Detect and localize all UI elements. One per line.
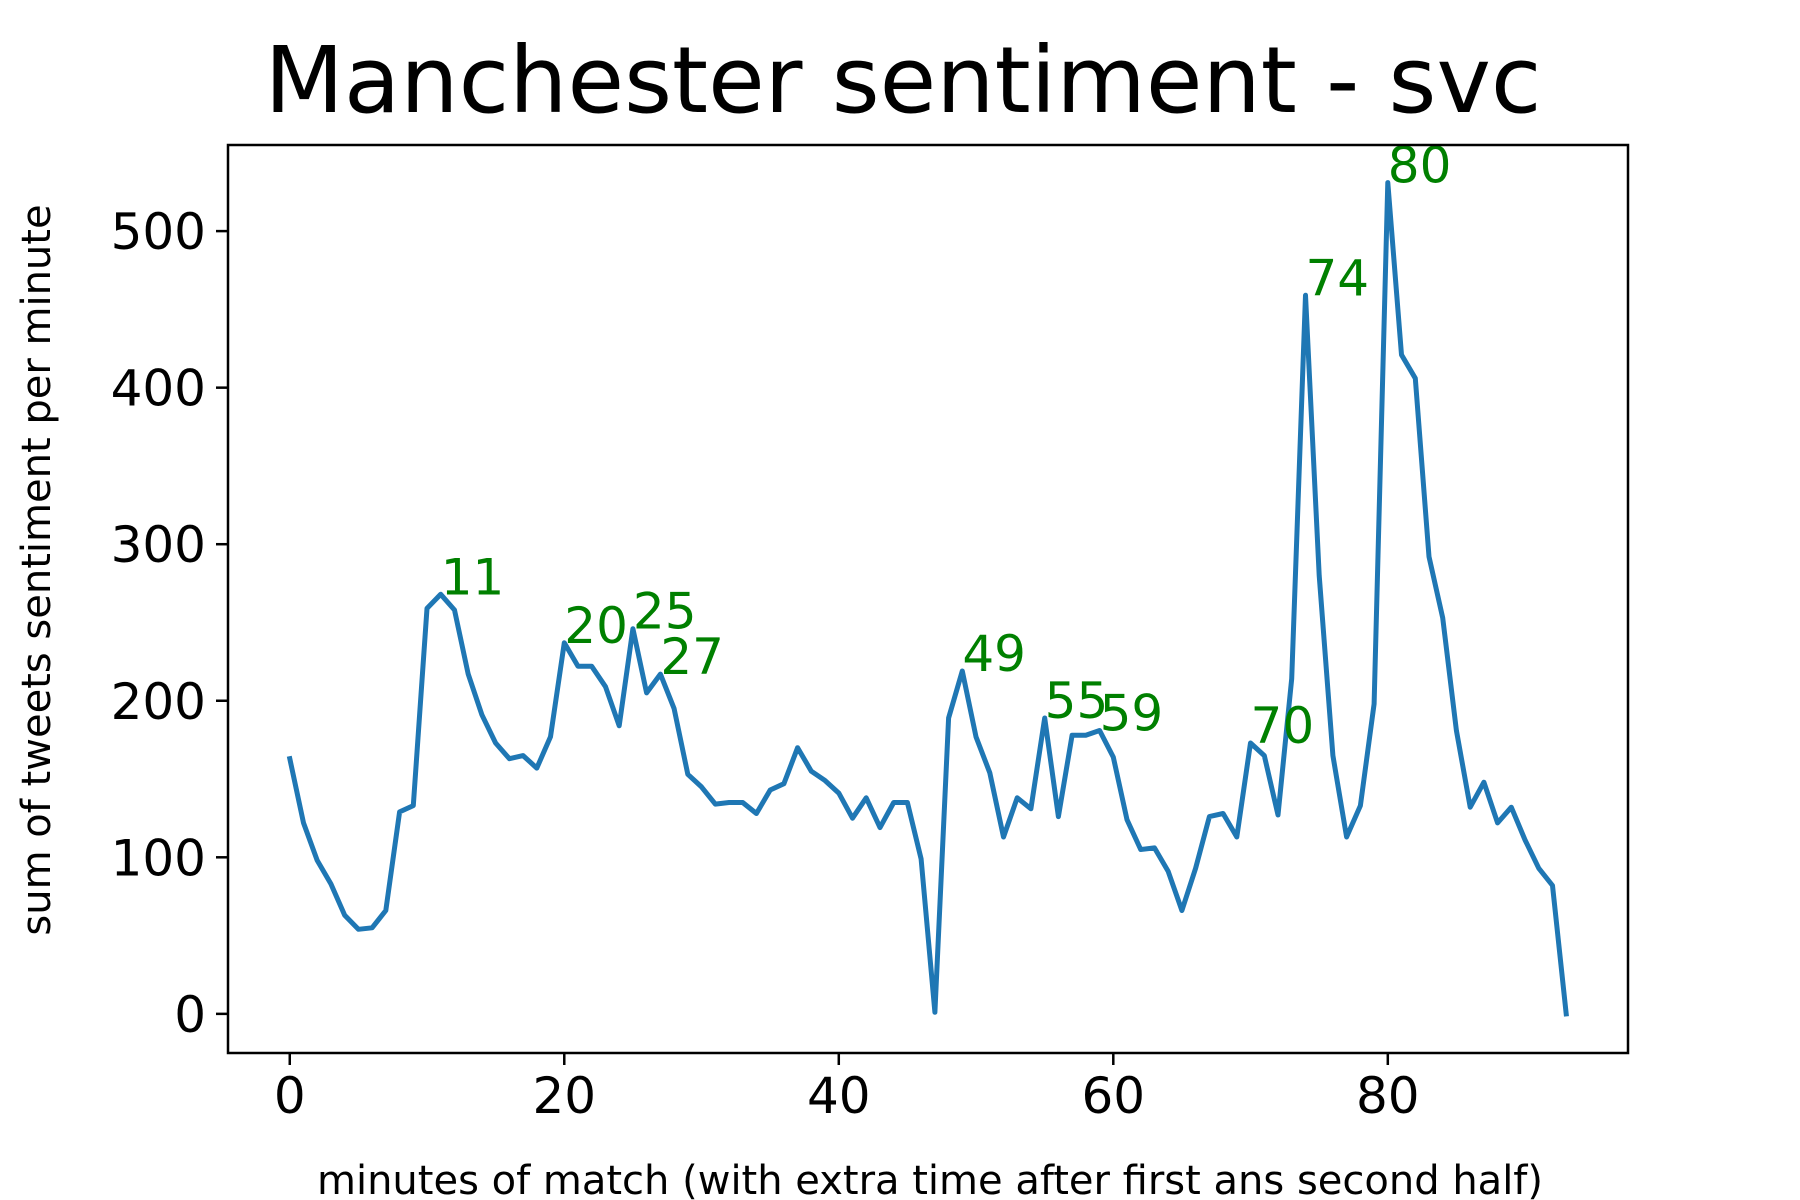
x-tick-label: 80	[1356, 1067, 1420, 1125]
series-group	[286, 180, 1569, 1017]
y-axis-label: sum of tweets sentiment per minute	[14, 204, 60, 935]
x-axis: 0 20 40 60 80	[274, 1053, 1420, 1125]
series-line	[286, 180, 1569, 1017]
y-axis: 0 100 200 300 400 500	[111, 203, 228, 1044]
peak-annotation: 70	[1251, 697, 1315, 755]
chart-title: Manchester sentiment - svc	[265, 27, 1542, 134]
peak-annotation: 25	[633, 583, 697, 641]
peak-annotation: 55	[1045, 672, 1109, 730]
x-tick-label: 0	[274, 1067, 306, 1125]
x-tick-label: 20	[532, 1067, 596, 1125]
peak-annotation: 27	[660, 628, 724, 686]
x-tick-label: 40	[807, 1067, 871, 1125]
y-tick-label: 0	[174, 986, 206, 1044]
y-tick-label: 500	[111, 203, 206, 261]
x-tick-label: 60	[1081, 1067, 1145, 1125]
peak-annotation: 49	[962, 625, 1026, 683]
y-tick-label: 100	[111, 829, 206, 887]
y-tick-label: 300	[111, 516, 206, 574]
y-tick-label: 200	[111, 673, 206, 731]
peak-annotation: 59	[1100, 685, 1164, 743]
plot-frame	[226, 143, 1630, 1055]
peak-annotation: 74	[1305, 249, 1369, 307]
peak-annotation: 11	[441, 548, 505, 606]
y-tick-label: 400	[111, 360, 206, 418]
x-axis-label: minutes of match (with extra time after …	[317, 1158, 1543, 1200]
peak-annotation: 20	[564, 597, 628, 655]
